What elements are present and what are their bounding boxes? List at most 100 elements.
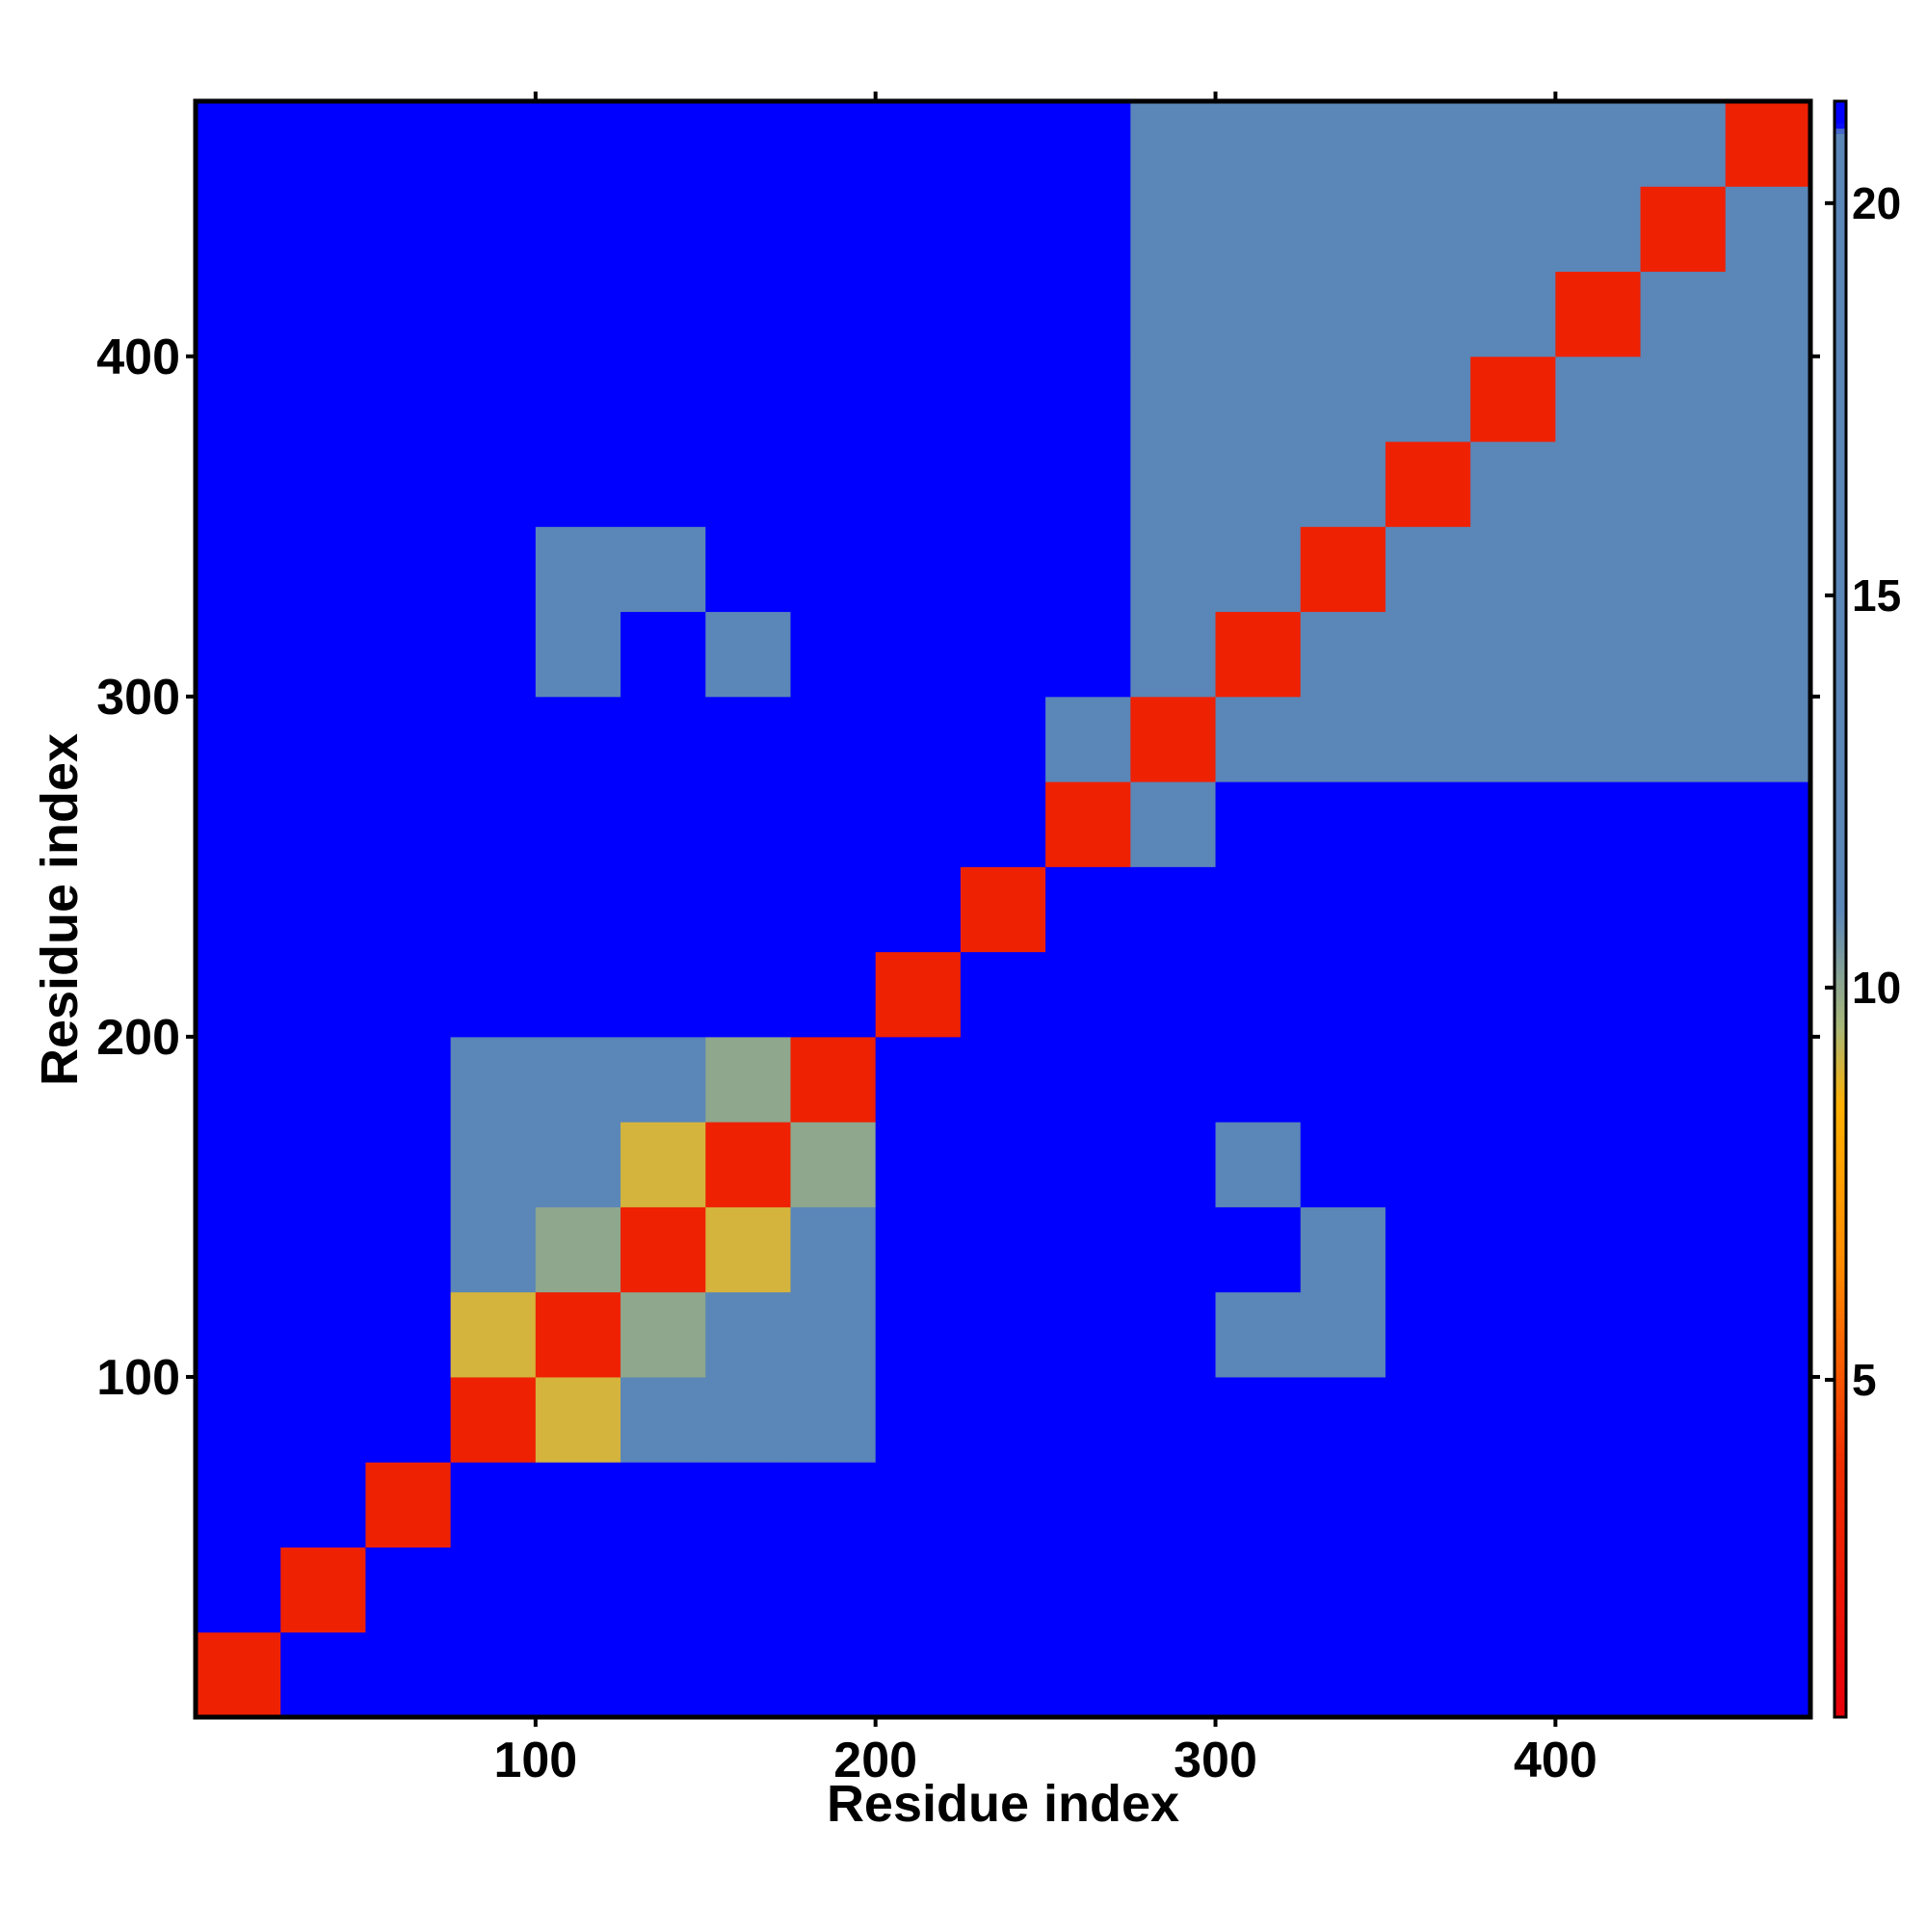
colorbar-segment	[1835, 876, 1846, 884]
colorbar-segment	[1835, 354, 1846, 360]
heatmap-cell	[875, 1376, 962, 1463]
heatmap-cell	[1130, 356, 1217, 442]
colorbar-segment	[1835, 1189, 1846, 1196]
heatmap-cell	[1470, 1122, 1556, 1207]
colorbar-segment	[1835, 838, 1846, 846]
colorbar-tick-label: 5	[1852, 1355, 1877, 1405]
colorbar-segment	[1835, 1512, 1846, 1519]
colorbar-segment	[1835, 1528, 1846, 1535]
colorbar-segment	[1835, 672, 1846, 678]
colorbar-segment	[1835, 1593, 1846, 1600]
colorbar-segment	[1835, 1308, 1846, 1314]
colorbar-segment	[1835, 807, 1846, 813]
heatmap-cell	[1130, 1376, 1217, 1463]
heatmap-cell	[535, 526, 621, 613]
heatmap-cell	[196, 1462, 281, 1548]
colorbar-segment	[1835, 1464, 1846, 1470]
x-tick-label: 400	[1514, 1733, 1597, 1788]
colorbar-tick-label: 10	[1852, 963, 1901, 1013]
colorbar-segment	[1835, 1302, 1846, 1309]
colorbar-segment	[1835, 909, 1846, 915]
colorbar-segment	[1835, 963, 1846, 969]
heatmap-cell	[1215, 356, 1302, 442]
colorbar-segment	[1835, 1652, 1846, 1659]
colorbar-segment	[1835, 823, 1846, 830]
colorbar-segment	[1835, 1587, 1846, 1595]
heatmap-cell	[365, 781, 452, 867]
heatmap-cell	[365, 611, 452, 698]
colorbar-segment	[1835, 1453, 1846, 1460]
colorbar-segment	[1835, 1701, 1846, 1707]
heatmap-cell	[875, 1631, 962, 1718]
colorbar-segment	[1835, 1098, 1846, 1104]
colorbar-segment	[1835, 936, 1846, 942]
colorbar-segment	[1835, 1501, 1846, 1508]
colorbar-segment	[1835, 898, 1846, 905]
heatmap-cell	[1045, 866, 1131, 953]
heatmap-cell	[1725, 271, 1811, 357]
heatmap-cell	[960, 1376, 1046, 1463]
colorbar-segment	[1835, 1275, 1846, 1282]
heatmap-cell	[1130, 1122, 1217, 1207]
heatmap-cell	[1215, 611, 1302, 698]
colorbar-segment	[1835, 1609, 1846, 1616]
heatmap-cell	[1470, 696, 1556, 782]
colorbar-segment	[1835, 640, 1846, 647]
heatmap-cell	[450, 186, 537, 273]
heatmap-cell	[450, 101, 537, 187]
colorbar-segment	[1835, 489, 1846, 495]
colorbar-segment	[1835, 1506, 1846, 1514]
colorbar-segment	[1835, 1075, 1846, 1082]
heatmap-cell	[1300, 1122, 1386, 1207]
heatmap-cell	[365, 356, 452, 442]
heatmap-cell	[620, 1122, 706, 1207]
heatmap-cell	[365, 951, 452, 1038]
colorbar-segment	[1835, 133, 1846, 140]
colorbar-segment	[1835, 1555, 1846, 1562]
heatmap-cell	[1725, 611, 1811, 698]
colorbar-segment	[1835, 521, 1846, 528]
heatmap-cell	[365, 866, 452, 953]
heatmap-cell	[1300, 1547, 1386, 1633]
heatmap-cell	[280, 356, 366, 442]
colorbar-segment	[1835, 203, 1846, 210]
colorbar-segment	[1835, 747, 1846, 754]
colorbar-segment	[1835, 769, 1846, 776]
heatmap-cell	[620, 781, 706, 867]
heatmap-cell	[790, 696, 877, 782]
colorbar-segment	[1835, 1178, 1846, 1185]
colorbar-segment	[1835, 246, 1846, 253]
heatmap-cell	[1640, 526, 1727, 613]
x-tick-label: 300	[1174, 1733, 1257, 1788]
heatmap-cell	[1045, 441, 1131, 527]
colorbar-segment	[1835, 903, 1846, 911]
colorbar-segment	[1835, 693, 1846, 701]
colorbar-segment	[1835, 1522, 1846, 1529]
heatmap-cell	[790, 866, 877, 953]
colorbar-segment	[1835, 784, 1846, 792]
heatmap-cell	[790, 1462, 877, 1548]
colorbar-segment	[1835, 613, 1846, 620]
colorbar-segment	[1835, 295, 1846, 302]
heatmap-cell	[1725, 1376, 1811, 1463]
colorbar-segment	[1835, 731, 1846, 738]
colorbar-segment	[1835, 1458, 1846, 1465]
colorbar-segment	[1835, 666, 1846, 674]
heatmap-cell	[1640, 186, 1727, 273]
heatmap-cell	[280, 1631, 366, 1718]
colorbar-segment	[1835, 1679, 1846, 1686]
y-tick-label: 300	[96, 670, 180, 726]
heatmap-cell	[1215, 101, 1302, 187]
heatmap-cell	[875, 866, 962, 953]
colorbar-segment	[1835, 688, 1846, 695]
colorbar-segment	[1835, 828, 1846, 834]
colorbar-segment	[1835, 559, 1846, 566]
colorbar-frame	[1833, 99, 1848, 1719]
colorbar-segment	[1835, 1695, 1846, 1702]
heatmap-cell	[1300, 696, 1386, 782]
colorbar-segment	[1835, 424, 1846, 431]
heatmap-cell	[196, 1547, 281, 1633]
heatmap-cell	[535, 1206, 621, 1293]
plot-frame	[193, 98, 1813, 1720]
